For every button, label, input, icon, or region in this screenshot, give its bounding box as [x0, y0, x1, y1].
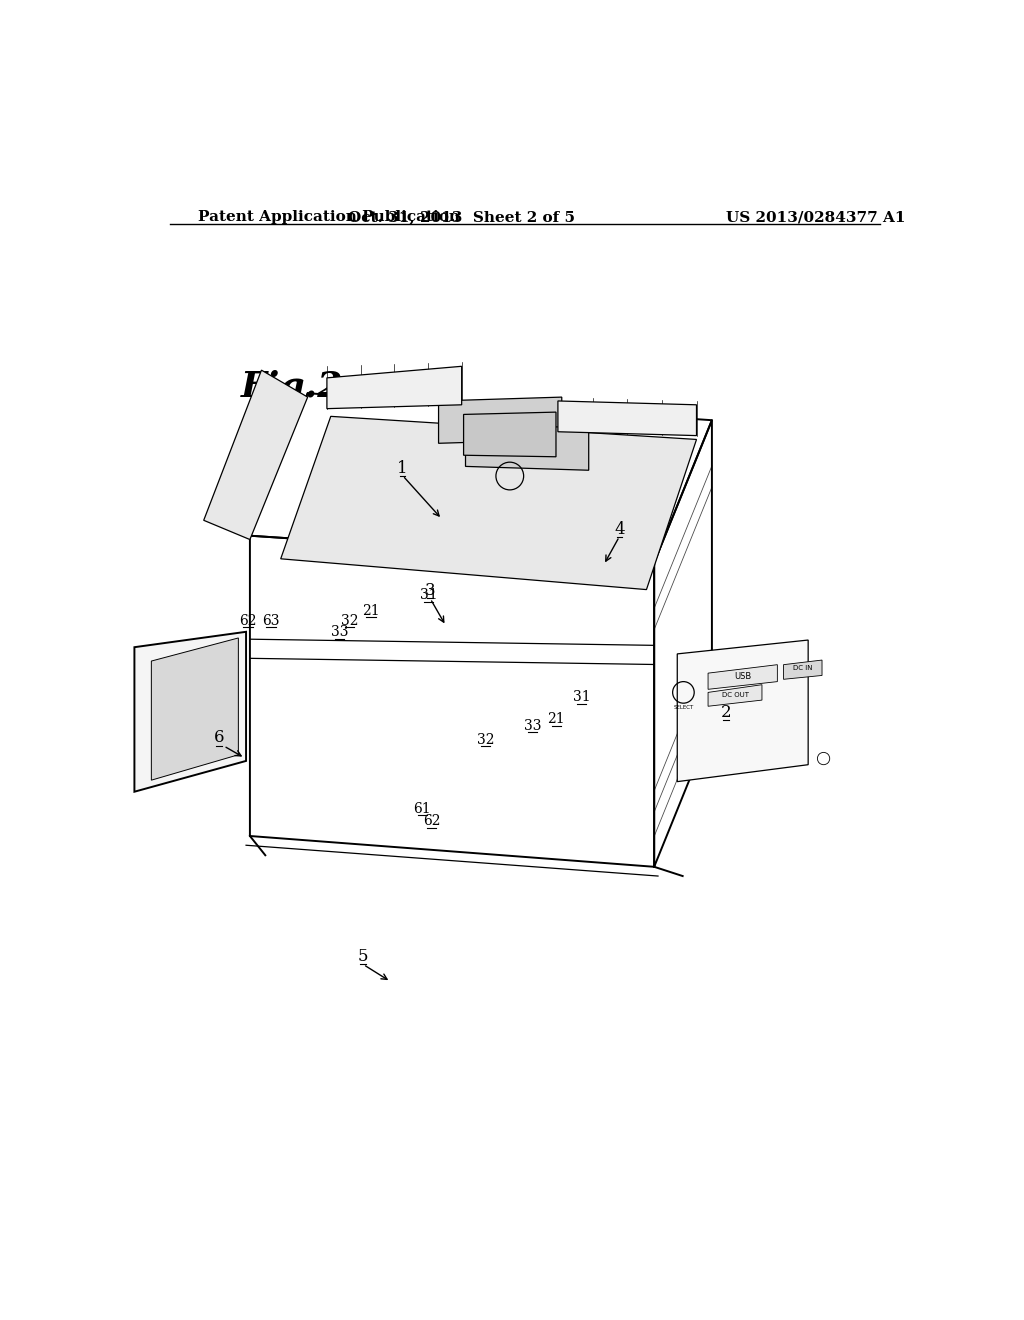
Text: 21: 21	[362, 603, 380, 618]
Text: US 2013/0284377 A1: US 2013/0284377 A1	[726, 210, 905, 224]
Polygon shape	[708, 685, 762, 706]
Text: 62: 62	[423, 814, 440, 828]
Polygon shape	[438, 397, 562, 444]
Text: DC IN: DC IN	[793, 665, 812, 671]
Text: DC OUT: DC OUT	[722, 692, 749, 698]
Text: Patent Application Publication: Patent Application Publication	[198, 210, 460, 224]
Text: 63: 63	[262, 614, 280, 628]
Text: 31: 31	[420, 589, 437, 602]
Text: Oct. 31, 2013  Sheet 2 of 5: Oct. 31, 2013 Sheet 2 of 5	[348, 210, 575, 224]
Polygon shape	[677, 640, 808, 781]
Polygon shape	[466, 424, 589, 470]
Polygon shape	[464, 412, 556, 457]
Text: 61: 61	[414, 801, 431, 816]
Text: 1: 1	[397, 459, 408, 477]
Text: USB: USB	[734, 672, 752, 681]
Text: 33: 33	[524, 718, 542, 733]
Text: 31: 31	[572, 690, 591, 704]
Polygon shape	[204, 370, 307, 540]
Text: Fig.2: Fig.2	[241, 370, 343, 404]
Text: 6: 6	[214, 729, 224, 746]
Text: 33: 33	[331, 626, 348, 639]
Text: 4: 4	[614, 521, 625, 537]
Text: 21: 21	[548, 713, 565, 726]
Polygon shape	[152, 638, 239, 780]
Polygon shape	[281, 416, 696, 590]
Text: 32: 32	[341, 614, 358, 628]
Polygon shape	[708, 665, 777, 689]
Polygon shape	[783, 660, 822, 680]
Polygon shape	[134, 632, 246, 792]
Text: SELECT: SELECT	[674, 705, 693, 710]
Text: 2: 2	[721, 704, 731, 721]
Text: 32: 32	[476, 733, 495, 747]
Polygon shape	[558, 401, 696, 436]
Text: 5: 5	[358, 948, 369, 965]
Polygon shape	[327, 367, 462, 409]
Text: 3: 3	[425, 582, 435, 599]
Text: 62: 62	[240, 614, 257, 628]
